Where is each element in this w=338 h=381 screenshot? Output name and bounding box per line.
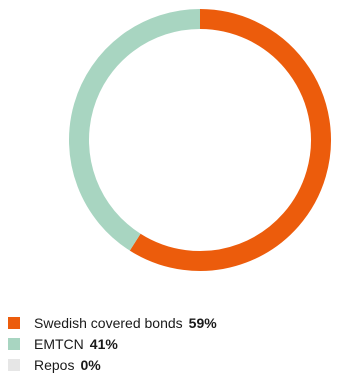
chart-legend: Swedish covered bonds 59% EMTCN 41% Repo… bbox=[8, 312, 217, 375]
legend-label: Swedish covered bonds bbox=[34, 314, 183, 331]
legend-swatch bbox=[8, 358, 20, 371]
legend-swatch bbox=[8, 337, 20, 350]
legend-item-swedish-covered-bonds: Swedish covered bonds 59% bbox=[8, 312, 217, 333]
donut-slice-swedish-covered-bonds bbox=[129, 9, 331, 271]
donut-chart bbox=[69, 9, 331, 271]
legend-value: 0% bbox=[80, 356, 101, 373]
donut-slices bbox=[69, 9, 331, 271]
legend-item-repos: Repos 0% bbox=[8, 354, 217, 375]
legend-value: 59% bbox=[188, 314, 217, 331]
donut-slice-emtcn bbox=[69, 9, 201, 251]
legend-label: Repos bbox=[34, 356, 75, 373]
legend-swatch bbox=[8, 316, 20, 329]
legend-label: EMTCN bbox=[34, 335, 84, 352]
legend-value: 41% bbox=[89, 335, 118, 352]
legend-item-emtcn: EMTCN 41% bbox=[8, 333, 217, 354]
